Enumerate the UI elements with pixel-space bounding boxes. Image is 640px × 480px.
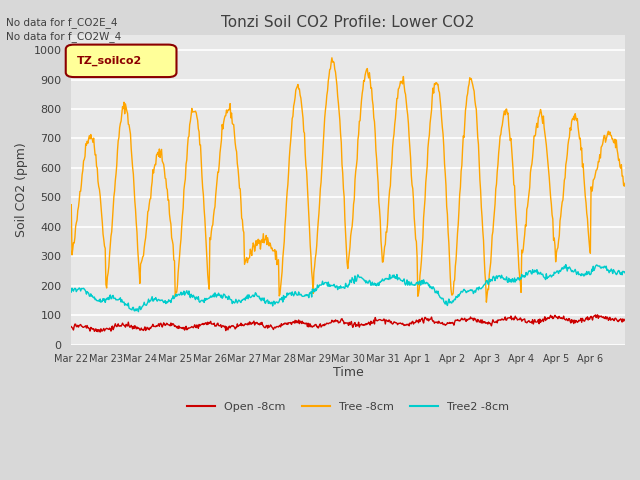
Title: Tonzi Soil CO2 Profile: Lower CO2: Tonzi Soil CO2 Profile: Lower CO2 — [221, 15, 475, 30]
X-axis label: Time: Time — [333, 366, 364, 379]
Legend: Open -8cm, Tree -8cm, Tree2 -8cm: Open -8cm, Tree -8cm, Tree2 -8cm — [183, 397, 513, 416]
Text: No data for f_CO2W_4: No data for f_CO2W_4 — [6, 31, 122, 42]
Text: TZ_soilco2: TZ_soilco2 — [77, 56, 142, 66]
FancyBboxPatch shape — [66, 45, 177, 77]
Text: No data for f_CO2E_4: No data for f_CO2E_4 — [6, 17, 118, 28]
Y-axis label: Soil CO2 (ppm): Soil CO2 (ppm) — [15, 143, 28, 237]
